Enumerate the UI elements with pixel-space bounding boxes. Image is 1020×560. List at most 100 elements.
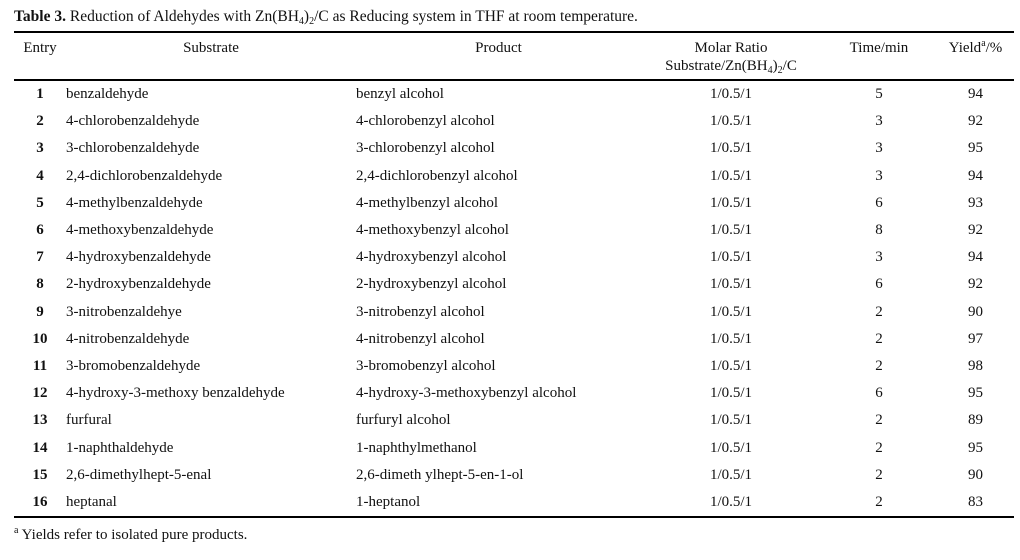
table-row: 12 4-hydroxy-3-methoxy benzaldehyde 4-hydr… (14, 380, 1014, 407)
molar-ratio-header-line2: Substrate/Zn(BH4)2/C (665, 58, 797, 76)
entry-cell: 3 (36, 140, 44, 157)
product-cell: 2,6-dimeth ylhept-5-en-1-ol (356, 466, 524, 483)
product-cell: 3-nitrobenzyl alcohol (356, 303, 485, 320)
molar-ratio-cell: 1/0.5/1 (641, 488, 821, 519)
substrate-cell: 4-methylbenzaldehyde (66, 194, 203, 211)
substrate-cell: 4-chlorobenzaldehyde (66, 113, 200, 130)
entry-cell: 2 (36, 113, 44, 130)
table-row: 5 4-methylbenzaldehyde 4-methylbenzyl alco… (14, 190, 1014, 217)
yield-cell: 89 (968, 412, 983, 429)
molar-ratio-cell: 1/0.5/1 (709, 276, 753, 293)
molar-ratio-header-line1: Molar Ratio (694, 40, 768, 56)
entry-cell: 16 (14, 488, 66, 519)
time-cell: 2 (875, 412, 883, 429)
product-cell: 4-methylbenzyl alcohol (356, 194, 499, 211)
table-row: 9 3-nitrobenzaldehye 3-nitrobenzyl alcohol… (14, 299, 1014, 326)
yield-cell: 90 (968, 303, 983, 320)
entry-cell: 10 (32, 330, 48, 347)
aldehyde-reduction-table: Entry Substrate Product Molar Ratio Subs… (14, 31, 1014, 519)
molar-ratio-cell: 1/0.5/1 (709, 222, 753, 239)
table-row: 2 4-chlorobenzaldehyde 4-chlorobenzyl alco… (14, 108, 1014, 135)
entry-cell: 1 (36, 86, 44, 103)
time-cell: 6 (875, 194, 883, 211)
molar-ratio-cell: 1/0.5/1 (709, 167, 753, 184)
table-row: 3 3-chlorobenzaldehyde 3-chlorobenzyl alco… (14, 135, 1014, 162)
yield-cell: 95 (968, 140, 983, 157)
yield-cell: 83 (937, 488, 1014, 519)
molar-ratio-cell: 1/0.5/1 (709, 412, 753, 429)
yield-cell: 90 (968, 466, 983, 483)
yield-cell: 94 (968, 249, 983, 266)
yield-cell: 93 (968, 194, 983, 211)
entry-cell: 5 (36, 194, 44, 211)
table-header: Entry Substrate Product Molar Ratio Subs… (14, 31, 1014, 81)
time-cell: 3 (875, 249, 883, 266)
time-cell: 3 (875, 113, 883, 130)
table-row: 16 heptanal 1-heptanol 1/0.5/1 2 83 (14, 488, 1014, 519)
substrate-cell: 3-chlorobenzaldehyde (66, 140, 200, 157)
time-cell: 5 (875, 86, 883, 103)
substrate-cell: 3-nitrobenzaldehye (66, 303, 182, 320)
column-header-molar-ratio: Molar Ratio Substrate/Zn(BH4)2/C (641, 31, 821, 81)
molar-ratio-cell: 1/0.5/1 (709, 357, 753, 374)
substrate-cell: benzaldehyde (66, 86, 149, 103)
entry-cell: 12 (32, 385, 48, 402)
time-cell: 2 (875, 439, 883, 456)
yield-cell: 92 (968, 222, 983, 239)
table-row: 11 3-bromobenzaldehyde 3-bromobenzyl alcoh… (14, 353, 1014, 380)
footnote-text: Yields refer to isolated pure products. (18, 527, 248, 543)
molar-ratio-cell: 1/0.5/1 (709, 86, 753, 103)
time-cell: 2 (875, 330, 883, 347)
time-cell: 3 (875, 140, 883, 157)
molar-ratio-cell: 1/0.5/1 (709, 330, 753, 347)
entry-cell: 14 (32, 439, 48, 456)
substrate-cell: 4-methoxybenzaldehyde (66, 222, 214, 239)
product-cell: furfuryl alcohol (356, 412, 451, 429)
yield-header-line: Yielda/% (948, 38, 1003, 57)
table-title-sub-1: 4 (298, 16, 304, 27)
entry-cell: 13 (32, 412, 48, 429)
time-cell: 2 (875, 303, 883, 320)
time-cell: 2 (821, 488, 937, 519)
table-title-text-1: Reduction of Aldehydes with Zn(BH (65, 8, 299, 25)
column-header-time: Time/min (821, 31, 937, 81)
table-row: 14 1-naphthaldehyde 1-naphthylmethanol 1/0.… (14, 434, 1014, 461)
product-cell: 1-heptanol (356, 488, 641, 519)
product-cell: 2-hydroxybenzyl alcohol (356, 276, 507, 293)
product-cell: 1-naphthylmethanol (356, 439, 477, 456)
substrate-cell: 3-bromobenzaldehyde (66, 357, 201, 374)
product-cell: 4-chlorobenzyl alcohol (356, 113, 495, 130)
substrate-cell: 4-hydroxybenzaldehyde (66, 249, 211, 266)
time-cell: 6 (875, 276, 883, 293)
table-title-text-3: /C as Reducing system in THF at room tem… (314, 8, 638, 25)
footnote-marker: a (14, 525, 19, 536)
yield-cell: 92 (968, 113, 983, 130)
molar-ratio-cell: 1/0.5/1 (709, 249, 753, 266)
product-cell: benzyl alcohol (356, 86, 444, 103)
molar-ratio-cell: 1/0.5/1 (709, 385, 753, 402)
product-cell: 4-hydroxybenzyl alcohol (356, 249, 507, 266)
substrate-cell: 2,6-dimethylhept-5-enal (66, 466, 212, 483)
entry-cell: 11 (32, 357, 48, 374)
substrate-cell: 4-nitrobenzaldehyde (66, 330, 190, 347)
table-row: 10 4-nitrobenzaldehyde 4-nitrobenzyl alcoh… (14, 326, 1014, 353)
column-header-substrate: Substrate (66, 31, 356, 81)
table-footnote: a Yields refer to isolated pure products… (14, 525, 1014, 544)
table-row: 1 benzaldehyde benzyl alcohol 1/0.5/1 5 94 (14, 80, 1014, 108)
entry-cell: 4 (36, 167, 44, 184)
product-cell: 4-methoxybenzyl alcohol (356, 222, 509, 239)
molar-ratio-cell: 1/0.5/1 (709, 303, 753, 320)
product-cell: 4-hydroxy-3-methoxybenzyl alcohol (356, 385, 577, 402)
table-row: 8 2-hydroxybenzaldehyde 2-hydroxybenzyl al… (14, 271, 1014, 298)
substrate-cell: furfural (66, 412, 112, 429)
yield-cell: 95 (968, 385, 983, 402)
product-cell: 2,4-dichlorobenzyl alcohol (356, 167, 518, 184)
substrate-cell: 1-naphthaldehyde (66, 439, 174, 456)
substrate-cell: heptanal (66, 488, 356, 519)
molar-ratio-cell: 1/0.5/1 (709, 113, 753, 130)
entry-cell: 6 (36, 222, 44, 239)
product-cell: 4-nitrobenzyl alcohol (356, 330, 485, 347)
entry-cell: 9 (36, 303, 44, 320)
time-cell: 8 (875, 222, 883, 239)
entry-cell: 7 (36, 249, 44, 266)
